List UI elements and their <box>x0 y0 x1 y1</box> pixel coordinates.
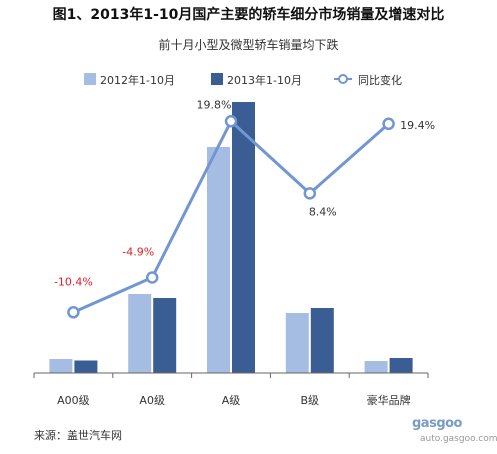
chart-title: 图1、2013年1-10月国产主要的轿车细分市场销量及增速对比 <box>52 7 445 23</box>
legend-label-0: 2012年1-10月 <box>100 73 175 87</box>
legend-marker <box>338 74 348 84</box>
growth-point-0 <box>67 306 80 319</box>
growth-label-2: 19.8% <box>197 98 232 111</box>
legend-label-2: 同比变化 <box>358 73 402 87</box>
growth-point-4 <box>382 117 395 131</box>
legend-swatch-0 <box>84 73 96 85</box>
watermark-url: auto.gasgoo.com <box>420 434 497 444</box>
growth-point-2 <box>224 115 238 128</box>
legend-swatch-1 <box>211 73 223 85</box>
bar-0-2 <box>207 147 230 373</box>
growth-line <box>72 118 390 314</box>
bar-1-1 <box>153 298 177 373</box>
bar-1-4 <box>389 358 413 373</box>
watermark-logo: gasgoo <box>412 416 462 431</box>
growth-point-3 <box>303 187 317 200</box>
bar-1-3 <box>310 308 334 373</box>
growth-label-0: -10.4% <box>54 275 93 288</box>
x-tick-label-0: A00级 <box>57 394 90 407</box>
bar-1-2 <box>232 102 255 373</box>
growth-label-3: 8.4% <box>309 205 337 218</box>
x-tick-label-4: 豪华品牌 <box>367 393 411 407</box>
bar-0-3 <box>285 313 309 373</box>
growth-label-4: 19.4% <box>400 119 435 132</box>
x-tick-label-2: A级 <box>222 394 241 407</box>
legend-label-1: 2013年1-10月 <box>227 73 302 87</box>
source-note: 来源：盖世汽车网 <box>34 429 122 442</box>
x-tick-label-3: B级 <box>301 394 320 407</box>
growth-point-1 <box>145 271 159 284</box>
bar-0-4 <box>364 361 388 373</box>
growth-label-1: -4.9% <box>122 245 154 258</box>
chart-subtitle: 前十月小型及微型轿车销量均下跌 <box>158 38 339 52</box>
bar-1-0 <box>74 360 98 373</box>
bar-0-1 <box>128 294 152 373</box>
x-tick-label-1: A0级 <box>139 394 165 407</box>
bar-0-0 <box>49 359 73 373</box>
